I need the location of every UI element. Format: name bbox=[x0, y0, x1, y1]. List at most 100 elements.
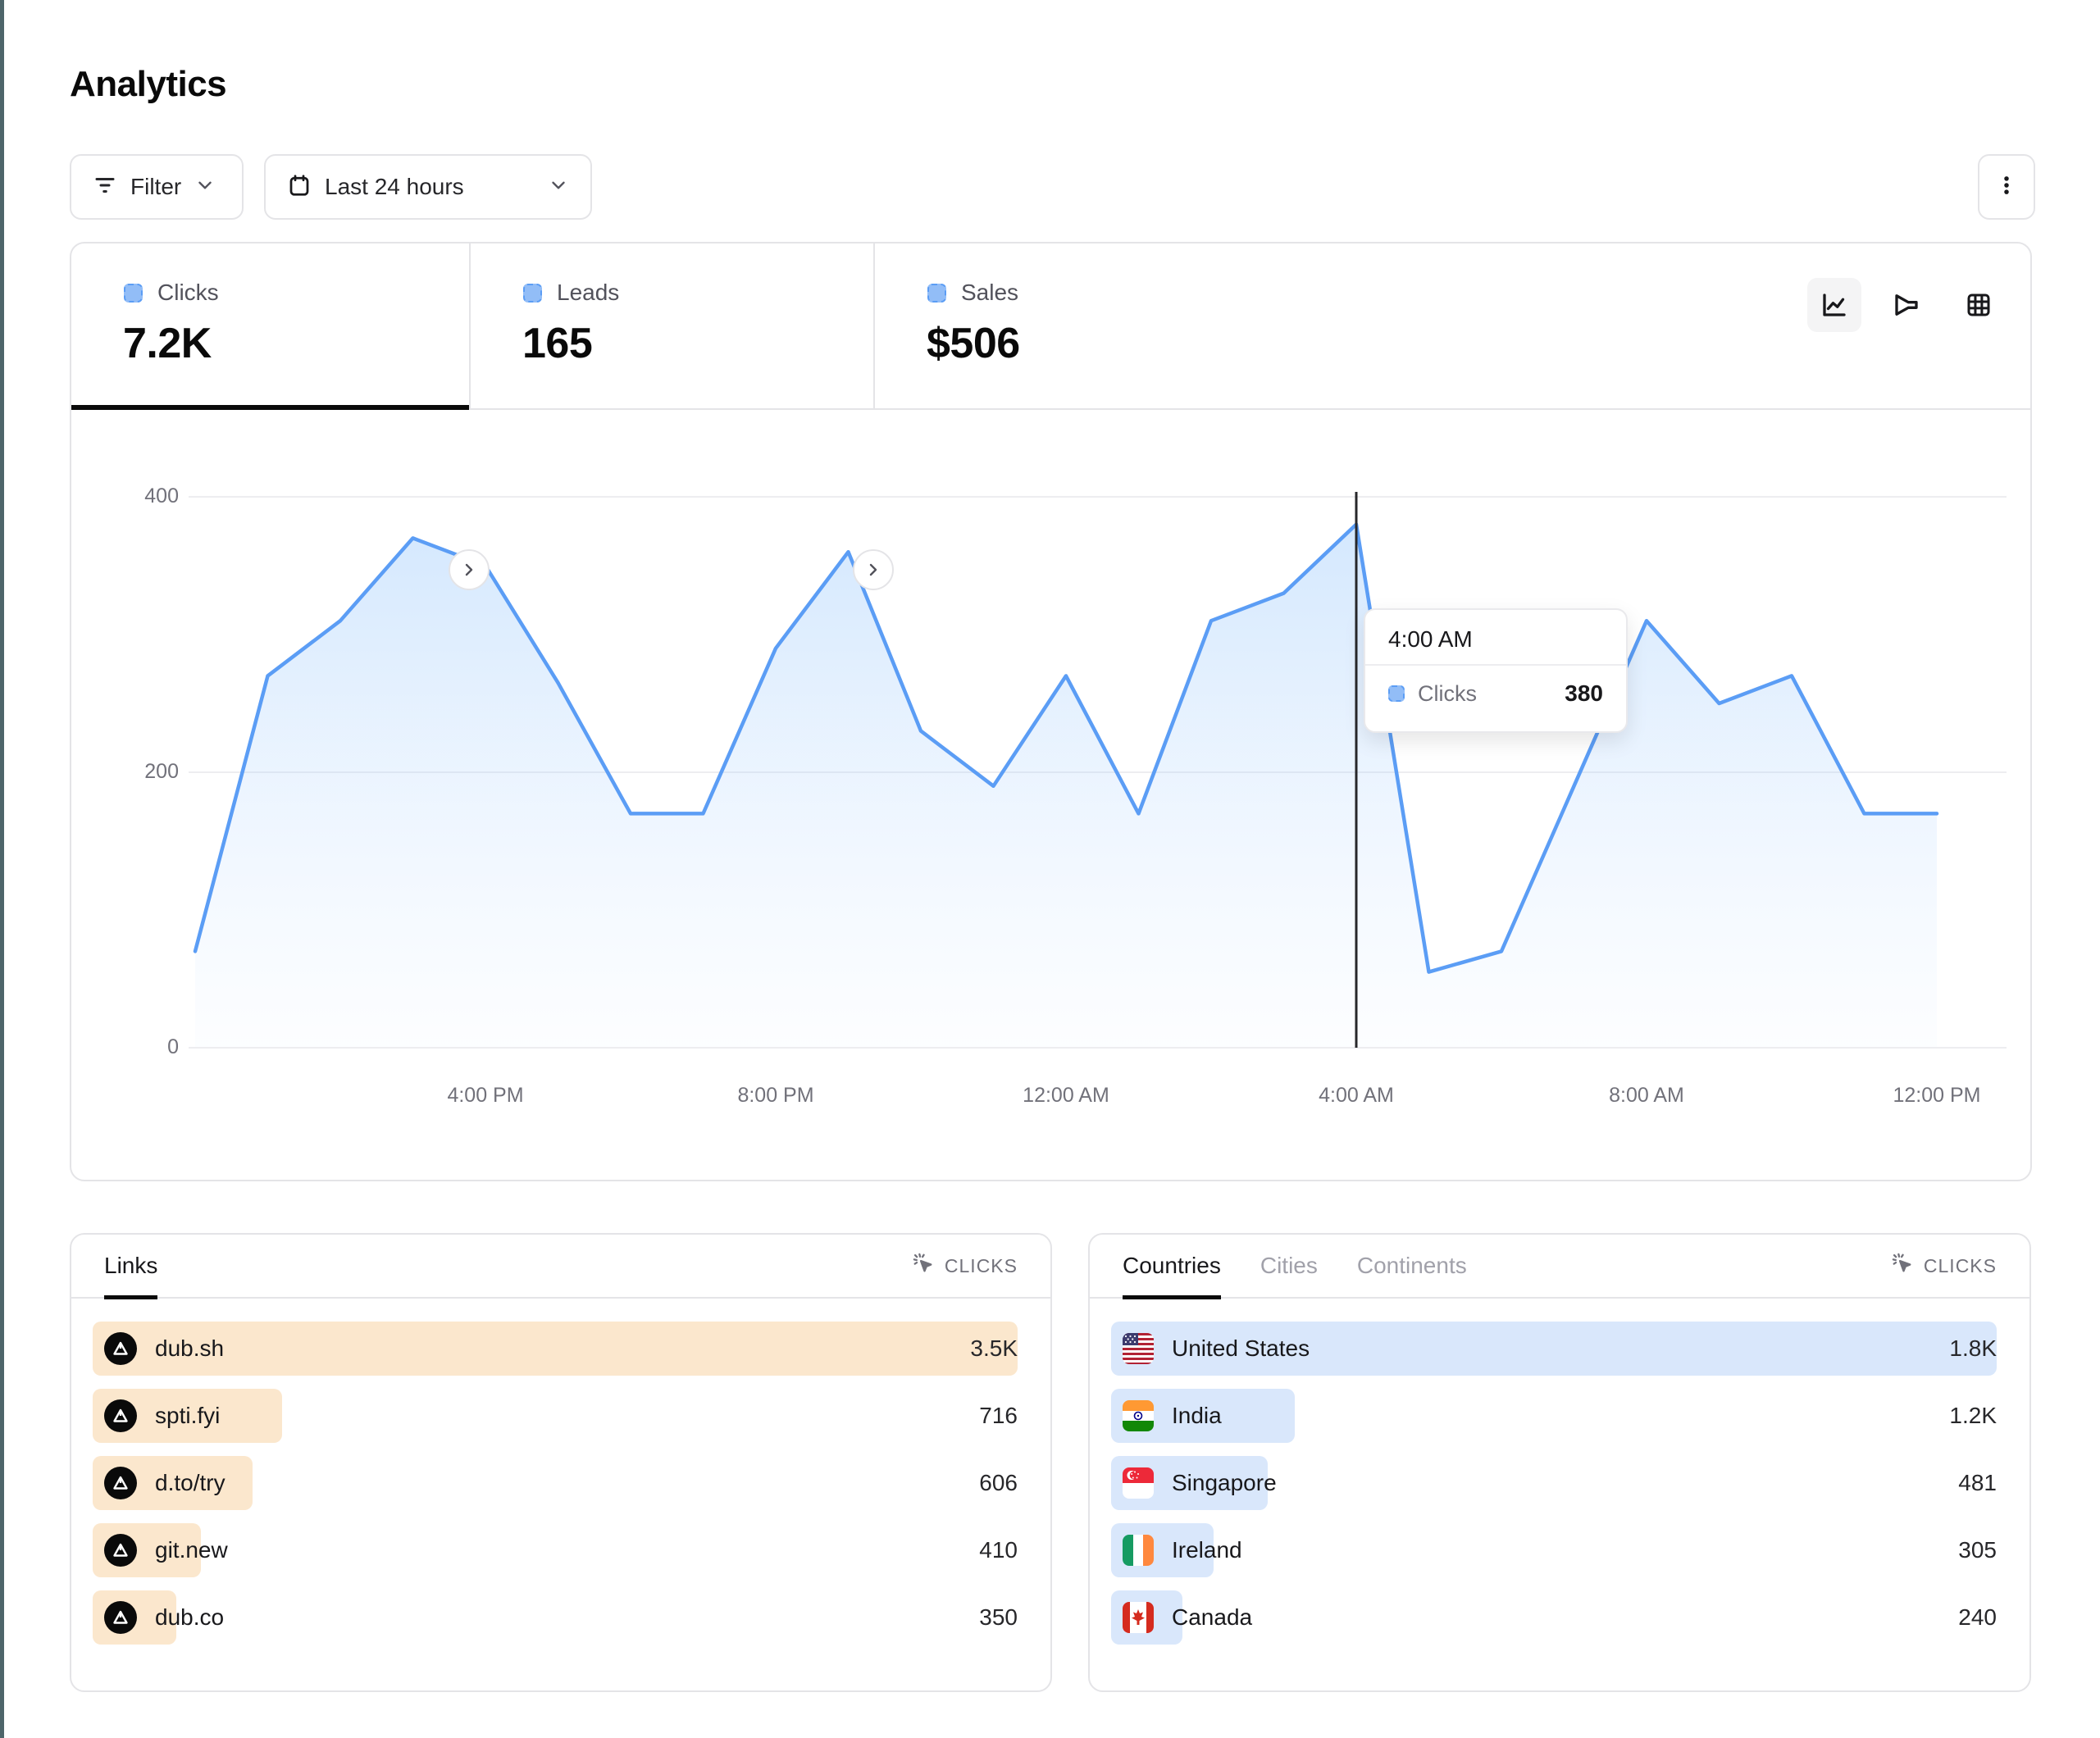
row-label: Ireland bbox=[1172, 1537, 1242, 1563]
stat-value: 7.2K bbox=[123, 320, 212, 367]
stat-label: Clicks bbox=[157, 280, 219, 305]
chevron-right-icon bbox=[869, 563, 877, 576]
cursor-click-icon bbox=[1891, 1252, 1914, 1280]
divider bbox=[469, 243, 471, 409]
filter-button[interactable]: Filter bbox=[70, 154, 244, 220]
country-row[interactable]: Ireland 305 bbox=[1111, 1523, 1997, 1577]
tab-countries[interactable]: Countries bbox=[1123, 1234, 1221, 1299]
links-panel: Links CLICKS dub.sh 3.5K spti.fyi 716 d.to/t… bbox=[70, 1233, 1052, 1692]
chevron-right-icon bbox=[465, 563, 473, 576]
row-value: 1.8K bbox=[1949, 1335, 1997, 1361]
link-row[interactable]: spti.fyi 716 bbox=[93, 1389, 1018, 1443]
table-grid-icon[interactable] bbox=[1952, 278, 2006, 332]
more-options-button[interactable] bbox=[1978, 154, 2035, 220]
stat-tab-leads[interactable]: Leads 165 bbox=[471, 243, 873, 409]
active-tab-underline bbox=[71, 405, 469, 410]
country-row[interactable]: Canada 240 bbox=[1111, 1590, 1997, 1645]
x-axis-tick: 8:00 AM bbox=[1609, 1084, 1684, 1107]
cursor-click-icon bbox=[912, 1252, 935, 1280]
dub-logo-icon bbox=[104, 1399, 137, 1432]
link-row[interactable]: dub.sh 3.5K bbox=[93, 1322, 1018, 1376]
window-edge bbox=[0, 0, 4, 1738]
x-axis-tick: 4:00 AM bbox=[1319, 1084, 1394, 1107]
country-row[interactable]: Singapore 481 bbox=[1111, 1456, 1997, 1510]
row-label: spti.fyi bbox=[155, 1403, 221, 1428]
metric-header-label: CLICKS bbox=[1923, 1254, 1997, 1276]
calendar-icon bbox=[287, 173, 312, 202]
country-row[interactable]: India 1.2K bbox=[1111, 1389, 1997, 1443]
row-value: 305 bbox=[1958, 1537, 1997, 1563]
ireland-flag-icon bbox=[1123, 1535, 1154, 1566]
stat-tab-clicks[interactable]: Clicks 7.2K bbox=[71, 243, 469, 410]
row-label: git.new bbox=[155, 1537, 228, 1563]
y-axis-tick: 0 bbox=[167, 1035, 179, 1058]
sales-legend-swatch bbox=[927, 283, 946, 303]
row-value: 716 bbox=[979, 1403, 1018, 1428]
value-bar bbox=[1111, 1322, 1997, 1376]
line-chart-icon[interactable] bbox=[1807, 278, 1861, 332]
row-label: United States bbox=[1172, 1335, 1310, 1361]
x-axis-tick: 4:00 PM bbox=[447, 1084, 524, 1107]
row-label: dub.co bbox=[155, 1604, 225, 1630]
singapore-flag-icon bbox=[1123, 1467, 1154, 1499]
stat-tab-sales[interactable]: Sales $506 bbox=[875, 243, 1285, 409]
row-value: 240 bbox=[1958, 1604, 1997, 1630]
us-flag-icon bbox=[1123, 1333, 1154, 1364]
value-bar bbox=[93, 1322, 1018, 1376]
links-metric-header[interactable]: CLICKS bbox=[912, 1252, 1018, 1280]
expand-clicks-chevron-button[interactable] bbox=[449, 549, 490, 590]
tooltip-value: 380 bbox=[1565, 680, 1603, 706]
india-flag-icon bbox=[1123, 1400, 1154, 1431]
row-value: 606 bbox=[979, 1470, 1018, 1495]
link-row[interactable]: dub.co 350 bbox=[93, 1590, 1018, 1645]
stat-value: $506 bbox=[927, 320, 1020, 367]
row-label: d.to/try bbox=[155, 1470, 225, 1495]
chevron-down-icon bbox=[548, 175, 569, 200]
leads-legend-swatch bbox=[523, 283, 542, 303]
dub-logo-icon bbox=[104, 1332, 137, 1365]
country-row[interactable]: United States 1.8K bbox=[1111, 1322, 1997, 1376]
row-label: Canada bbox=[1172, 1604, 1253, 1630]
chart-type-switcher bbox=[1807, 278, 2006, 332]
x-axis-tick: 12:00 AM bbox=[1023, 1084, 1109, 1107]
y-axis-tick: 400 bbox=[144, 485, 179, 507]
date-range-button[interactable]: Last 24 hours bbox=[264, 154, 592, 220]
dub-logo-icon bbox=[104, 1534, 137, 1567]
tab-cities[interactable]: Cities bbox=[1260, 1253, 1318, 1278]
row-value: 410 bbox=[979, 1537, 1018, 1563]
links-list: dub.sh 3.5K spti.fyi 716 d.to/try 606 git.new 4… bbox=[93, 1322, 1018, 1658]
stat-label: Leads bbox=[557, 280, 620, 305]
row-label: India bbox=[1172, 1403, 1222, 1428]
row-value: 481 bbox=[1958, 1470, 1997, 1495]
kebab-menu-icon bbox=[1994, 173, 2019, 202]
tooltip-legend-swatch bbox=[1388, 685, 1405, 702]
row-value: 1.2K bbox=[1949, 1403, 1997, 1428]
tab-continents[interactable]: Continents bbox=[1356, 1253, 1467, 1278]
row-label: dub.sh bbox=[155, 1335, 225, 1361]
countries-panel: Countries Cities Continents CLICKS Unite… bbox=[1088, 1233, 2031, 1692]
row-label: Singapore bbox=[1172, 1470, 1277, 1495]
funnel-chart-icon[interactable] bbox=[1879, 278, 1934, 332]
filter-button-label: Filter bbox=[130, 174, 182, 199]
stat-value: 165 bbox=[522, 320, 593, 367]
tooltip-series-label: Clicks bbox=[1418, 680, 1477, 706]
tab-links[interactable]: Links bbox=[104, 1234, 158, 1299]
canada-flag-icon bbox=[1123, 1602, 1154, 1633]
dub-logo-icon bbox=[104, 1601, 137, 1634]
expand-leads-chevron-button[interactable] bbox=[853, 549, 894, 590]
link-row[interactable]: d.to/try 606 bbox=[93, 1456, 1018, 1510]
divider bbox=[873, 243, 875, 409]
analytics-card: Clicks 7.2K Leads 165 Sales $506 bbox=[70, 242, 2032, 1181]
date-range-label: Last 24 hours bbox=[325, 174, 464, 199]
link-row[interactable]: git.new 410 bbox=[93, 1523, 1018, 1577]
row-value: 3.5K bbox=[970, 1335, 1018, 1361]
x-axis-tick: 8:00 PM bbox=[737, 1084, 814, 1107]
stats-row: Clicks 7.2K Leads 165 Sales $506 bbox=[71, 243, 2030, 590]
clicks-legend-swatch bbox=[124, 283, 143, 303]
page-title: Analytics bbox=[70, 64, 227, 104]
chart-tooltip: 4:00 AM Clicks 380 bbox=[1364, 608, 1628, 733]
countries-metric-header[interactable]: CLICKS bbox=[1891, 1252, 1997, 1280]
countries-list: United States 1.8K India 1.2K Singapore 481 Ir… bbox=[1111, 1322, 1997, 1658]
x-axis-tick: 12:00 PM bbox=[1893, 1084, 1981, 1107]
